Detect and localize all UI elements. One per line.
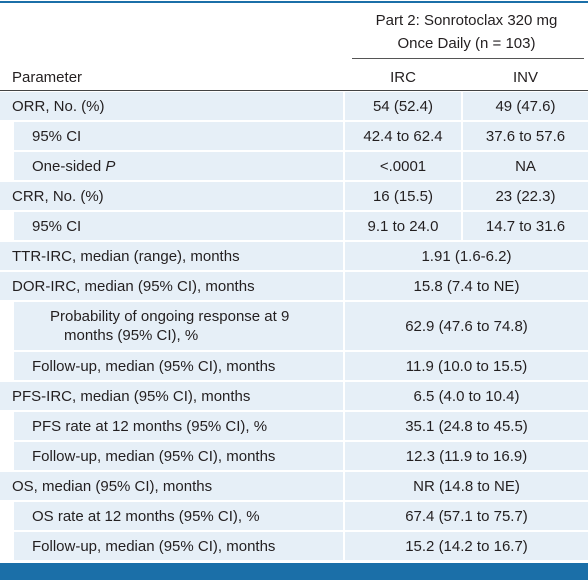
row: CRR, No. (%) 16 (15.5) 23 (22.3) (0, 182, 588, 212)
inv: 23 (22.3) (463, 182, 588, 210)
value: 12.3 (11.9 to 16.9) (345, 442, 588, 470)
parameter: TTR-IRC, median (range), months (0, 242, 343, 270)
row: OS rate at 12 months (95% CI), % 67.4 (57… (0, 502, 588, 532)
row: ORR, No. (%) 54 (52.4) 49 (47.6) (0, 92, 588, 122)
inv: 14.7 to 31.6 (463, 212, 588, 240)
value: NR (14.8 to NE) (345, 472, 588, 500)
parameter: Follow-up, median (95% CI), months (14, 532, 343, 560)
value: 6.5 (4.0 to 10.4) (345, 382, 588, 410)
row: Follow-up, median (95% CI), months 11.9 (… (0, 352, 588, 382)
column-header: Parameter (12, 69, 83, 86)
parameter: 95% CI (14, 212, 343, 240)
row: Follow-up, median (95% CI), months 15.2 (… (0, 532, 588, 562)
value: 1.91 (1.6-6.2) (345, 242, 588, 270)
table-body: ORR, No. (%) 54 (52.4) 49 (47.6) 95% CI 42.… (0, 92, 588, 562)
bottom-bar (0, 563, 588, 580)
parameter: PFS-IRC, median (95% CI), months (0, 382, 343, 410)
irc: 9.1 to 24.0 (345, 212, 461, 240)
column-header: INV (512, 69, 538, 86)
group-rule (352, 58, 584, 59)
value: 15.2 (14.2 to 16.7) (345, 532, 588, 560)
row: 95% CI 42.4 to 62.4 37.6 to 57.6 (0, 122, 588, 152)
row: TTR-IRC, median (range), months 1.91 (1.6… (0, 242, 588, 272)
parameter: Follow-up, median (95% CI), months (14, 442, 343, 470)
top-rule (0, 1, 588, 3)
parameter-italic: P (105, 157, 116, 175)
row: Follow-up, median (95% CI), months 12.3 (… (0, 442, 588, 472)
irc: 42.4 to 62.4 (345, 122, 461, 150)
inv: 49 (47.6) (463, 92, 588, 120)
irc: <.0001 (345, 152, 461, 180)
parameter-text: One-sided (32, 157, 102, 175)
column-header: IRC (390, 69, 416, 86)
row: PFS rate at 12 months (95% CI), % 35.1 (2… (0, 412, 588, 442)
parameter: Follow-up, median (95% CI), months (14, 352, 343, 380)
parameter: 95% CI (14, 122, 343, 150)
value: 11.9 (10.0 to 15.5) (345, 352, 588, 380)
value: 67.4 (57.1 to 75.7) (345, 502, 588, 530)
parameter-text: Probability of ongoing response at 9 mon… (50, 308, 290, 344)
parameter: ORR, No. (%) (0, 92, 343, 120)
parameter: PFS rate at 12 months (95% CI), % (14, 412, 343, 440)
irc: 54 (52.4) (345, 92, 461, 120)
parameter: OS rate at 12 months (95% CI), % (14, 502, 343, 530)
row: DOR-IRC, median (95% CI), months 15.8 (7.… (0, 272, 588, 302)
row: PFS-IRC, median (95% CI), months 6.5 (4.0… (0, 382, 588, 412)
header-rule (0, 90, 588, 91)
irc: 16 (15.5) (345, 182, 461, 210)
value: 35.1 (24.8 to 45.5) (345, 412, 588, 440)
parameter: One-sided P (14, 152, 343, 180)
parameter: CRR, No. (%) (0, 182, 343, 210)
row: 95% CI 9.1 to 24.0 14.7 to 31.6 (0, 212, 588, 242)
row: One-sided P <.0001 NA (0, 152, 588, 182)
parameter: OS, median (95% CI), months (0, 472, 343, 500)
parameter: DOR-IRC, median (95% CI), months (0, 272, 343, 300)
parameter: Probability of ongoing response at 9 mon… (14, 302, 343, 350)
group-header: Part 2: Sonrotoclax 320 mg Once Daily (n… (345, 8, 588, 56)
value: 15.8 (7.4 to NE) (345, 272, 588, 300)
group-header-text: Part 2: Sonrotoclax 320 mg Once Daily (n… (375, 12, 558, 52)
inv: NA (463, 152, 588, 180)
row: OS, median (95% CI), months NR (14.8 to N… (0, 472, 588, 502)
row: Probability of ongoing response at 9 mon… (0, 302, 588, 352)
inv: 37.6 to 57.6 (463, 122, 588, 150)
value: 62.9 (47.6 to 74.8) (345, 302, 588, 350)
